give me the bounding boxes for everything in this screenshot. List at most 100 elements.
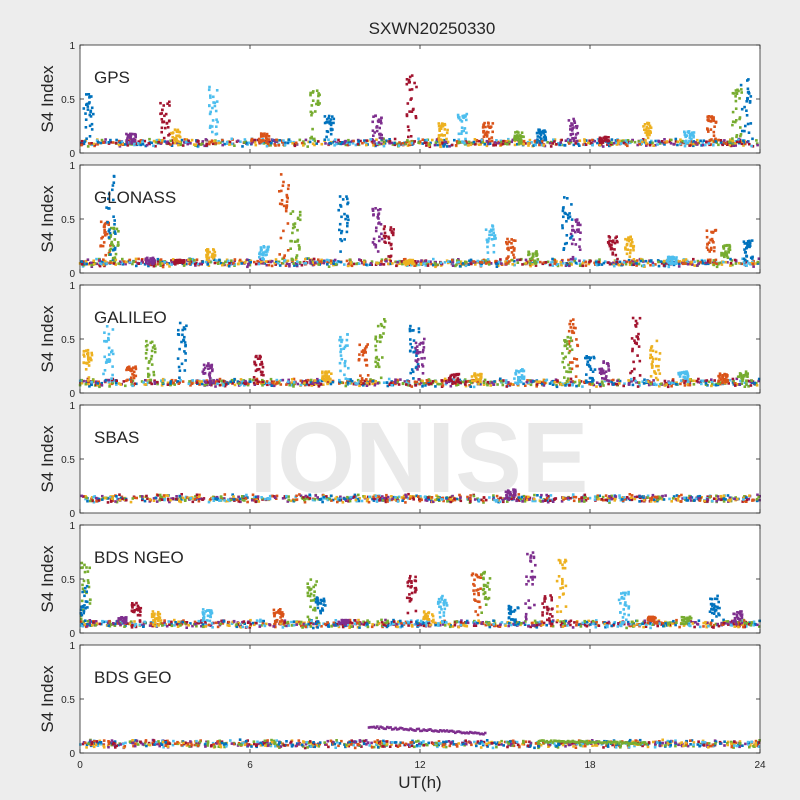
data-point [285, 204, 289, 207]
data-point [603, 379, 607, 383]
data-point [653, 371, 657, 374]
data-point [209, 260, 212, 264]
data-point [685, 259, 689, 263]
data-point [624, 248, 627, 251]
data-point [507, 255, 510, 258]
data-point [329, 261, 333, 264]
data-point [419, 263, 423, 266]
data-point [298, 248, 301, 251]
data-point [456, 262, 459, 265]
data-point [315, 102, 318, 106]
data-point [134, 135, 137, 139]
data-point [179, 498, 183, 501]
data-point [571, 258, 575, 261]
data-point [338, 338, 341, 342]
data-point [566, 263, 569, 267]
data-point [260, 373, 263, 377]
data-point [423, 141, 426, 145]
data-point [629, 242, 633, 245]
data-points [80, 488, 761, 504]
data-point [688, 133, 692, 136]
data-point [221, 379, 225, 383]
data-point [82, 263, 86, 267]
data-point [359, 383, 363, 386]
data-point [382, 137, 385, 141]
data-point [608, 144, 611, 148]
data-point [746, 244, 749, 247]
data-point [671, 379, 675, 383]
data-point [738, 116, 742, 119]
data-point [390, 247, 393, 250]
data-point [363, 139, 366, 142]
data-point [663, 138, 666, 141]
data-point [686, 373, 690, 376]
data-point [435, 139, 439, 143]
data-point [350, 264, 354, 268]
data-point [504, 381, 508, 384]
data-point [611, 251, 615, 255]
data-point [315, 142, 318, 145]
data-point [518, 134, 522, 137]
data-point [384, 234, 388, 238]
data-point [586, 360, 590, 363]
data-point [528, 252, 531, 256]
data-point [575, 124, 579, 128]
data-point [309, 381, 313, 384]
data-point [113, 230, 117, 233]
data-point [207, 256, 211, 259]
data-point [274, 382, 277, 386]
data-point [588, 139, 591, 142]
data-point [269, 377, 273, 381]
data-point [313, 139, 317, 143]
data-point [160, 118, 164, 121]
data-point [256, 138, 260, 142]
data-point [178, 376, 181, 379]
data-point [569, 336, 572, 340]
data-point [259, 249, 263, 252]
data-point [421, 365, 425, 368]
data-point [650, 139, 653, 143]
data-point [697, 377, 700, 381]
data-point [501, 142, 505, 146]
data-point [488, 140, 492, 144]
data-point [598, 368, 602, 371]
data-point [338, 195, 342, 198]
data-point [673, 381, 676, 385]
data-point [571, 132, 575, 136]
data-point [295, 254, 299, 257]
data-point [356, 382, 359, 385]
data-point [215, 125, 218, 128]
data-point [104, 253, 107, 257]
data-point [482, 381, 486, 385]
data-point [107, 236, 111, 239]
data-point [411, 329, 414, 332]
data-point [312, 90, 315, 93]
data-point [572, 238, 575, 241]
data-point [148, 260, 151, 263]
data-point [134, 374, 138, 378]
data-point [582, 261, 585, 264]
data-point [443, 128, 447, 131]
data-point [312, 263, 316, 266]
data-point [109, 244, 112, 247]
data-point [187, 139, 190, 142]
data-point [312, 383, 316, 386]
data-point [494, 259, 498, 263]
data-point [311, 498, 315, 502]
data-point [487, 142, 490, 146]
data-point [282, 143, 285, 147]
data-point [339, 350, 342, 354]
data-point [169, 380, 173, 383]
data-point [299, 379, 303, 383]
data-point [714, 137, 717, 141]
data-point [691, 263, 694, 266]
data-point [615, 239, 619, 243]
data-point [744, 370, 748, 373]
data-point [257, 367, 261, 371]
data-point [160, 384, 164, 387]
data-point [729, 264, 732, 267]
data-point [533, 140, 537, 143]
data-point [683, 381, 686, 385]
data-point [144, 260, 148, 264]
y-tick-label: 0.5 [61, 95, 75, 106]
